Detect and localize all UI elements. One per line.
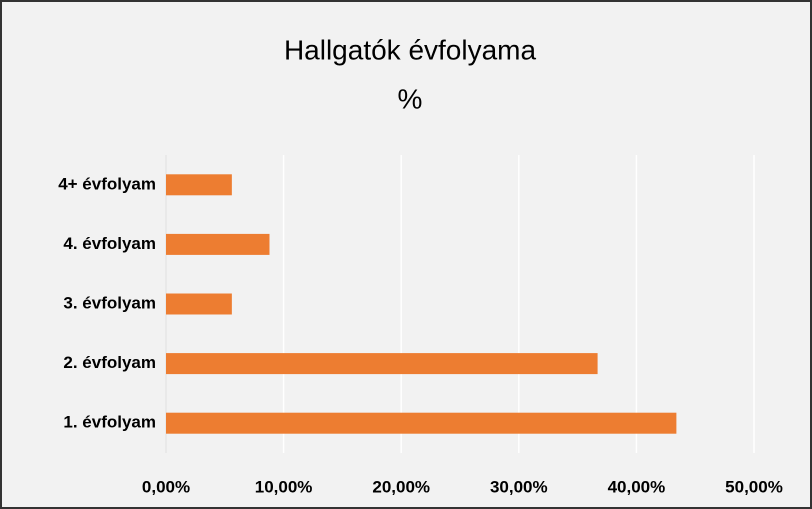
x-tick-label: 20,00%: [372, 477, 430, 496]
y-tick-label: 4. évfolyam: [63, 234, 156, 253]
y-tick-label: 3. évfolyam: [63, 293, 156, 312]
x-tick-label: 10,00%: [255, 477, 313, 496]
x-tick-label: 50,00%: [725, 477, 783, 496]
bar: [166, 233, 270, 255]
y-tick-label: 4+ évfolyam: [58, 174, 156, 193]
y-tick-label: 1. évfolyam: [63, 413, 156, 432]
bar: [166, 412, 677, 434]
chart-subtitle: %: [398, 83, 423, 114]
bar: [166, 293, 232, 315]
x-tick-label: 0,00%: [142, 477, 190, 496]
chart-title: Hallgatók évfolyama: [284, 34, 537, 65]
bar: [166, 353, 598, 375]
x-tick-label: 30,00%: [490, 477, 548, 496]
x-tick-label: 40,00%: [608, 477, 666, 496]
bar: [166, 174, 232, 196]
y-tick-label: 2. évfolyam: [63, 353, 156, 372]
